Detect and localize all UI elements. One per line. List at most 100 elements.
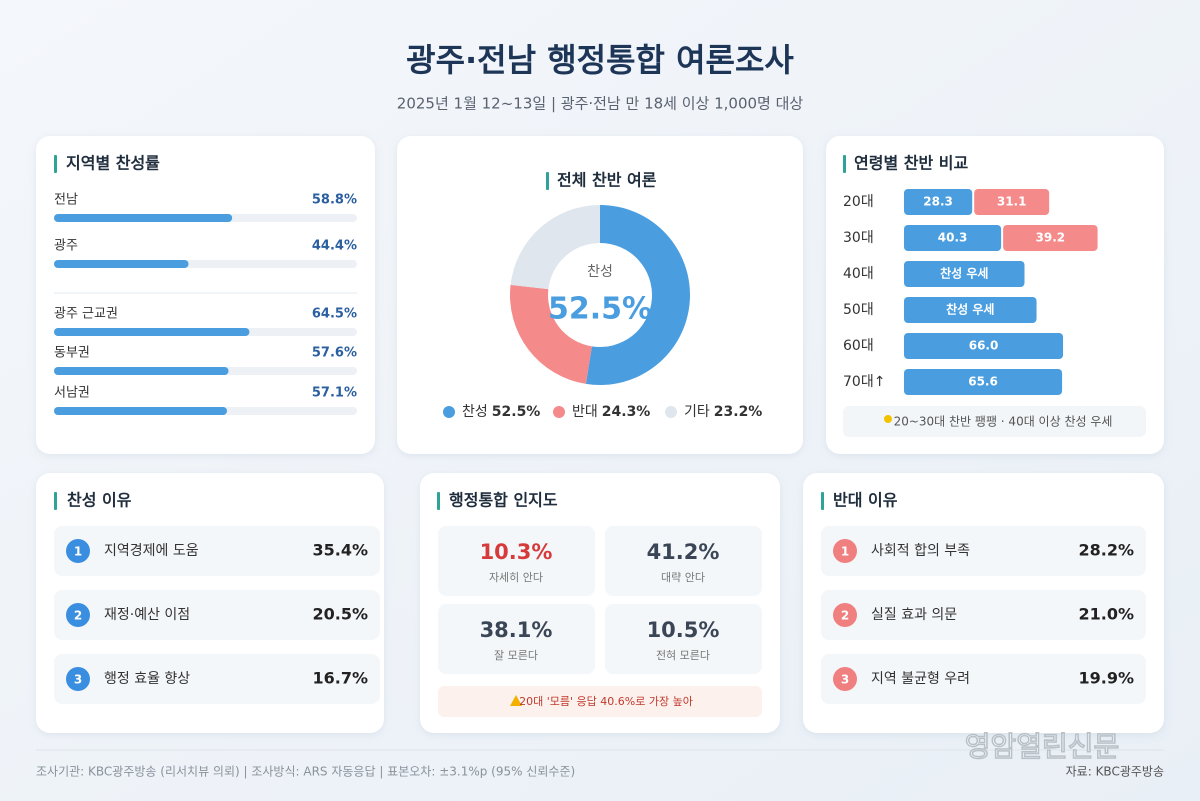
card-title: 찬성 이유	[67, 491, 132, 510]
bulb-icon	[884, 415, 892, 423]
value-label: 57.1%	[312, 386, 357, 401]
rank-badge	[66, 539, 90, 563]
accent	[546, 172, 549, 190]
rank: 3	[74, 673, 82, 687]
legend-dot	[665, 406, 677, 418]
bar	[974, 189, 1050, 215]
stat-value: 10.5%	[647, 618, 720, 642]
reason-label: 재정·예산 이점	[104, 607, 190, 623]
value-label: 57.6%	[312, 346, 357, 361]
region-label: 동부권	[54, 346, 90, 361]
card	[397, 136, 803, 454]
rank: 1	[74, 545, 82, 559]
region-label: 광주 근교권	[54, 307, 118, 322]
stat-box	[605, 526, 762, 596]
stat-box	[438, 604, 595, 674]
accent	[54, 492, 57, 510]
legend-dot	[443, 406, 455, 418]
rank: 1	[841, 545, 849, 559]
stat-value: 38.1%	[480, 618, 553, 642]
region-label: 서남권	[54, 386, 90, 401]
stat-label: 대략 안다	[661, 571, 705, 584]
reason-row	[821, 526, 1146, 576]
bar	[54, 328, 250, 336]
region-label: 전남	[54, 193, 78, 208]
note: 20대 '모름' 응답 40.6%로 가장 높아	[519, 695, 693, 708]
reason-value: 28.2%	[1078, 541, 1134, 560]
value-label: 40.3	[938, 231, 968, 245]
donut-segment	[510, 205, 600, 290]
reason-value: 21.0%	[1078, 605, 1134, 624]
reason-value: 20.5%	[312, 605, 368, 624]
title: 광주·전남 행정통합 여론조사	[406, 41, 794, 79]
stat-box	[438, 526, 595, 596]
card-title: 전체 찬반 여론	[557, 171, 657, 190]
value-label: 65.6	[968, 375, 998, 389]
legend-dot	[553, 406, 565, 418]
bar	[904, 189, 973, 215]
stat-label: 잘 모른다	[494, 649, 538, 662]
age-label: 70대↑	[843, 374, 885, 390]
rank-badge	[66, 603, 90, 627]
reason-row	[54, 654, 380, 704]
bar	[54, 407, 228, 415]
reason-value: 16.7%	[312, 669, 368, 688]
card-title: 지역별 찬성률	[66, 154, 160, 173]
age-label: 40대	[843, 266, 874, 282]
age-label: 30대	[843, 230, 874, 246]
subtitle: 2025년 1월 12~13일 | 광주·전남 만 18세 이상 1,000명 …	[397, 95, 804, 113]
bar	[54, 214, 233, 222]
age-label: 50대	[843, 302, 874, 318]
stat-label: 자세히 안다	[489, 570, 543, 584]
card-title: 행정통합 인지도	[449, 491, 558, 510]
bar	[904, 261, 1025, 287]
age-label: 60대	[843, 338, 874, 354]
footer-method: 조사기관: KBC광주방송 (리서치뷰 의뢰) | 조사방식: ARS 자동응답…	[36, 765, 575, 779]
reason-row	[821, 654, 1146, 704]
value-label: 64.5%	[312, 307, 357, 322]
rank: 3	[841, 673, 849, 687]
stat-label: 전혀 모른다	[656, 649, 710, 662]
region-label: 광주	[54, 239, 78, 254]
legend-label: 찬성	[462, 404, 488, 420]
reason-row	[821, 590, 1146, 640]
stat-box	[605, 604, 762, 674]
rank-badge	[833, 603, 857, 627]
accent	[843, 155, 846, 173]
stat-value: 10.3%	[480, 540, 553, 564]
value-label: 31.1	[997, 195, 1027, 209]
rank: 2	[74, 609, 82, 623]
donut-segment	[509, 284, 592, 384]
rank-badge	[66, 667, 90, 691]
reason-row	[54, 590, 380, 640]
bar	[54, 367, 229, 375]
value-label: 66.0	[969, 339, 999, 353]
bar	[904, 369, 1063, 395]
bar	[904, 297, 1037, 323]
watermark: 영암열린신문	[965, 730, 1120, 763]
bar	[54, 260, 189, 268]
note: 20~30대 찬반 팽팽 · 40대 이상 찬성 우세	[894, 414, 1113, 429]
value-label: 28.3	[923, 195, 953, 209]
rank: 2	[841, 609, 849, 623]
reason-row	[54, 526, 380, 576]
accent	[821, 492, 824, 510]
reason-label: 행정 효율 향상	[104, 671, 190, 687]
card	[36, 136, 375, 454]
legend-label: 반대	[572, 404, 598, 420]
reason-label: 실질 효과 의문	[871, 607, 957, 623]
stat-value: 41.2%	[647, 540, 720, 564]
legend-value: 24.3%	[602, 404, 651, 420]
value-label: 찬성 우세	[940, 266, 988, 281]
rank-badge	[833, 667, 857, 691]
center-label: 찬성	[587, 264, 613, 280]
reason-value: 35.4%	[312, 541, 368, 560]
bar	[904, 333, 1064, 359]
legend-label: 기타	[684, 404, 710, 420]
footer-source: 자료: KBC광주방송	[1066, 765, 1164, 779]
value-label: 찬성 우세	[946, 302, 994, 317]
value-label: 39.2	[1036, 231, 1066, 245]
card-title: 연령별 찬반 비교	[854, 154, 968, 173]
center-value: 52.5%	[548, 292, 652, 327]
